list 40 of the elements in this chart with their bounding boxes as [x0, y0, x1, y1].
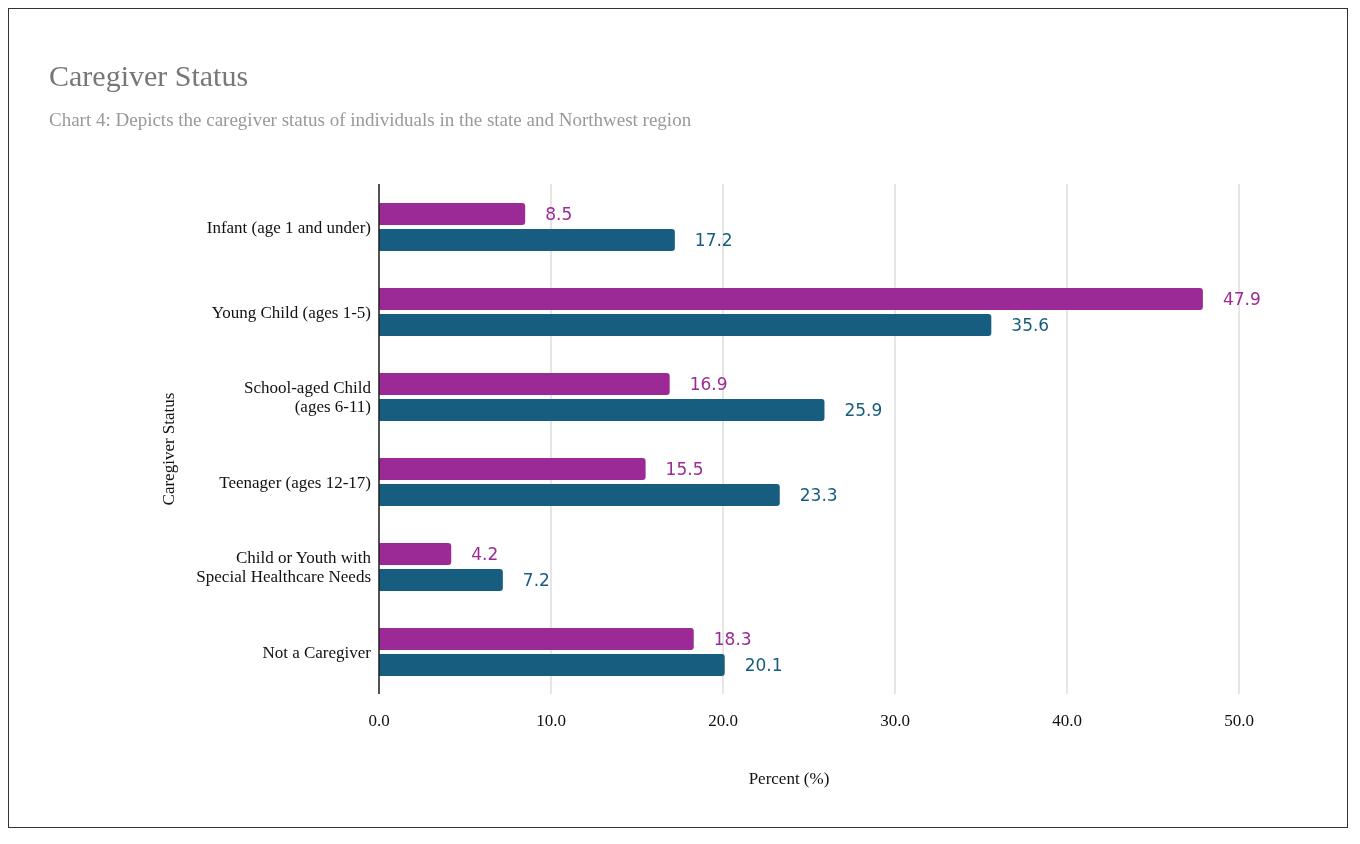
- bar: [379, 654, 725, 676]
- data-label: 4.2: [471, 544, 499, 565]
- x-axis-title: Percent (%): [748, 769, 830, 789]
- bar: [379, 314, 992, 336]
- y-tick-label: Young Child (ages 1-5): [211, 302, 371, 321]
- data-label: 47.9: [1222, 289, 1261, 310]
- data-label: 15.5: [665, 459, 704, 480]
- x-tick-label: 40.0: [1052, 711, 1082, 731]
- y-tick-label: Infant (age 1 and under): [206, 217, 371, 236]
- chart-subtitle: Chart 4: Depicts the caregiver status of individuals in the state and Northwest region: [49, 109, 692, 131]
- bar: [379, 373, 670, 395]
- y-tick-label: Teenager (ages 12-17): [219, 472, 371, 491]
- y-tick-label: Child or Youth with Special Healthcare Needs: [196, 547, 372, 586]
- x-tick-label: 30.0: [880, 711, 910, 731]
- x-tick-label: 20.0: [708, 711, 738, 731]
- y-tick-label: School-aged Child (ages 6-11): [243, 377, 372, 416]
- chart-title: Caregiver Status: [49, 59, 249, 93]
- bar: [379, 458, 646, 480]
- data-label: 7.2: [522, 570, 550, 591]
- bar: [379, 628, 694, 650]
- bar: [379, 484, 780, 506]
- data-label: 35.6: [1011, 315, 1050, 336]
- x-tick-label: 10.0: [536, 711, 566, 731]
- data-label: 25.9: [844, 400, 883, 421]
- data-label: 16.9: [689, 374, 728, 395]
- data-label: 8.5: [545, 204, 573, 225]
- bar: [379, 569, 503, 591]
- bar: [379, 203, 526, 225]
- data-label: 23.3: [799, 485, 838, 506]
- x-tick-label: 0.0: [368, 711, 390, 731]
- bar: [379, 399, 825, 421]
- y-tick-label: Not a Caregiver: [262, 642, 372, 661]
- bar: [379, 543, 452, 565]
- bar: [379, 229, 675, 251]
- data-label: 18.3: [713, 629, 752, 650]
- data-label: 17.2: [694, 230, 733, 251]
- x-tick-label: 50.0: [1224, 711, 1254, 731]
- data-label: 20.1: [744, 655, 783, 676]
- bar: [379, 288, 1203, 310]
- y-axis-title: Caregiver Status: [159, 392, 179, 506]
